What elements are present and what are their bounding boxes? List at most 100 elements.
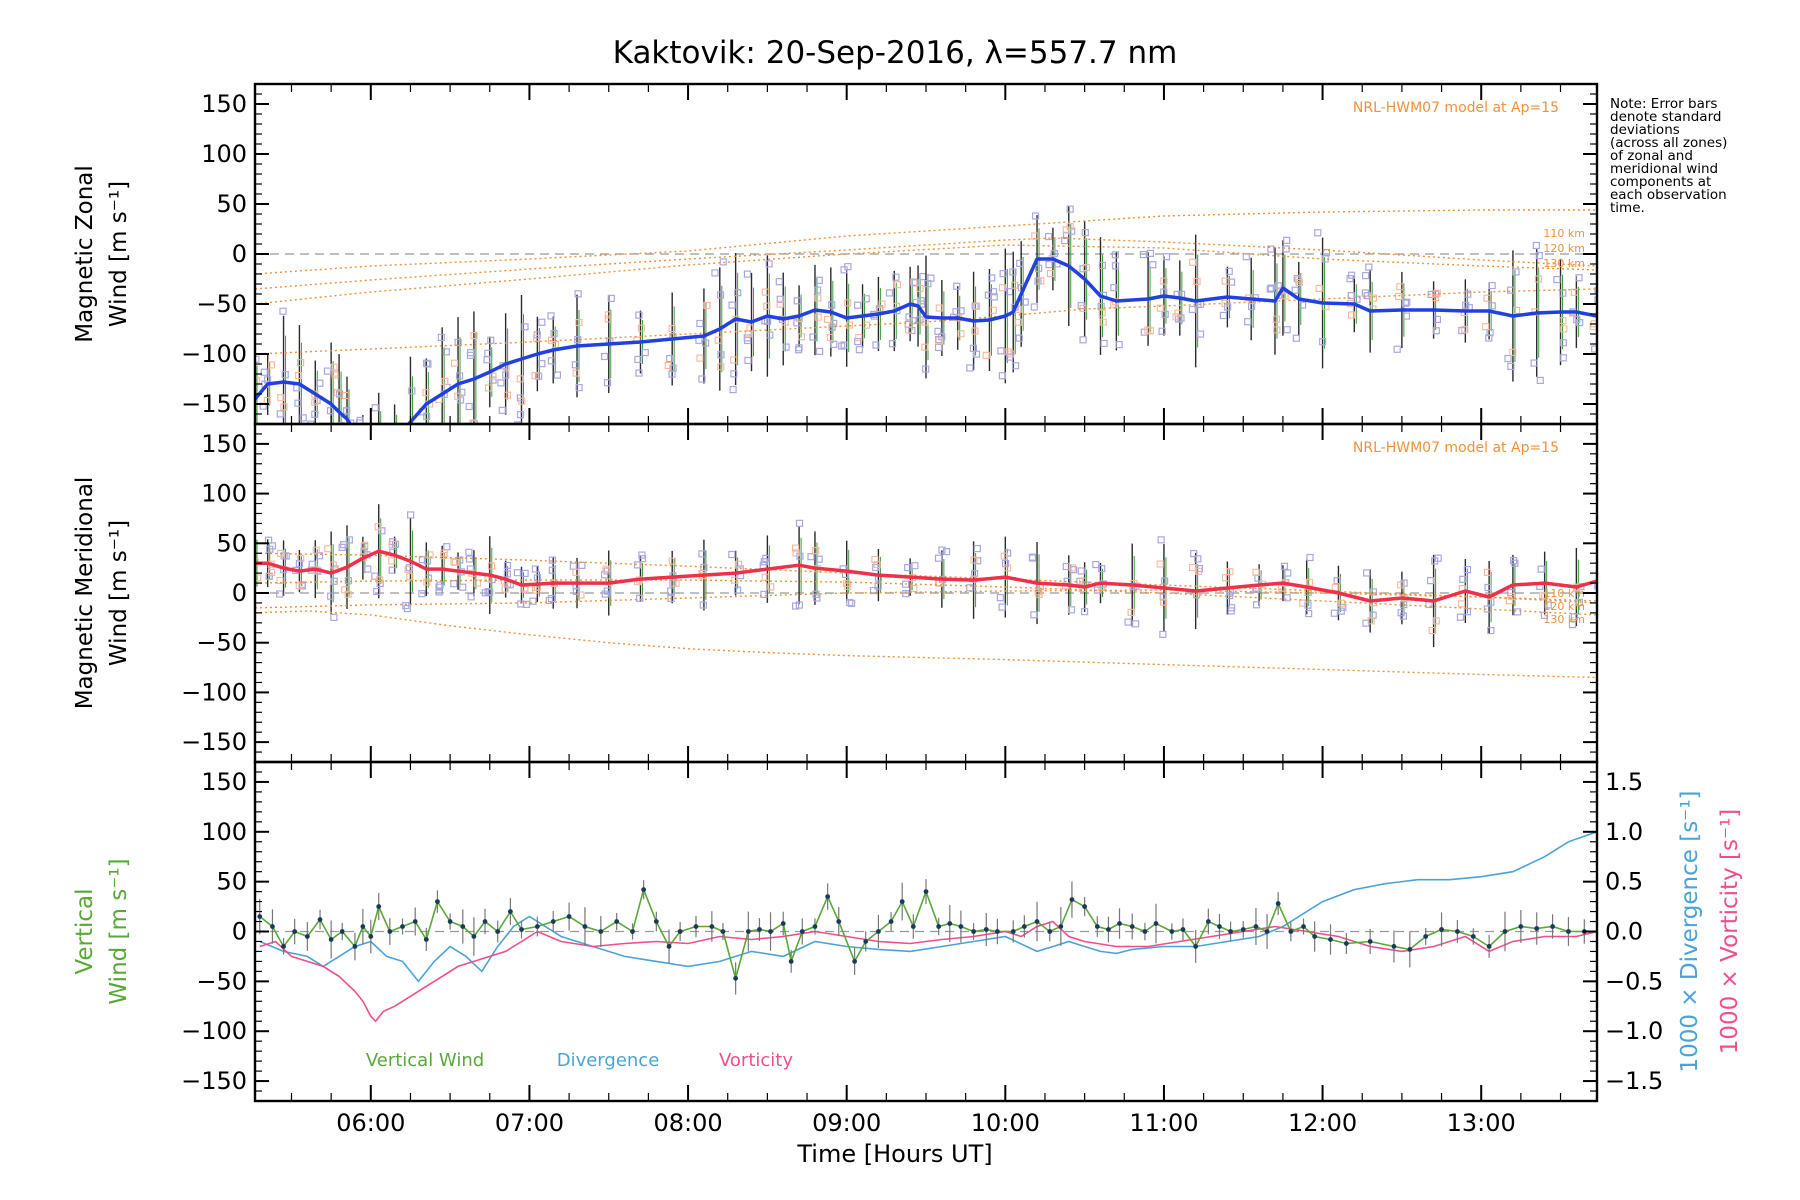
zone-marker <box>888 340 897 348</box>
zone-marker <box>307 420 315 424</box>
zone-marker <box>974 557 982 565</box>
zone-marker <box>1219 311 1228 320</box>
zone-marker <box>922 365 930 373</box>
zone-marker <box>1188 305 1197 314</box>
zone-marker <box>1594 582 1597 590</box>
zone-marker <box>1305 609 1313 618</box>
zone-marker <box>442 348 450 356</box>
zone-marker <box>371 572 379 580</box>
vertical-wind-point <box>1407 947 1413 952</box>
model-zone-marker <box>1098 309 1106 317</box>
zone-marker <box>1225 267 1233 275</box>
model-zone-marker <box>604 311 612 319</box>
zone-marker <box>1149 261 1157 269</box>
vertical-wind-point <box>1301 924 1306 929</box>
model-zone-marker <box>297 554 305 562</box>
zone-marker <box>734 289 742 297</box>
zone-marker <box>1487 626 1495 635</box>
model-zone-marker <box>373 426 379 432</box>
zone-marker <box>1576 318 1584 327</box>
vertical-wind-point <box>888 919 894 924</box>
y-tick-label: 0 <box>232 918 247 946</box>
vertical-wind-point <box>757 927 762 932</box>
zone-marker <box>1512 268 1520 276</box>
zone-marker <box>1097 302 1105 311</box>
zone-marker <box>467 593 475 601</box>
model-altitude-label: 110 km <box>1543 227 1585 240</box>
y-tick-label: −150 <box>181 728 247 756</box>
zone-marker <box>1159 593 1167 601</box>
zone-marker <box>406 452 412 458</box>
zone-marker <box>465 548 473 556</box>
x-tick-label: 13:00 <box>1447 1109 1516 1137</box>
vertical-wind-point <box>1217 924 1222 929</box>
model-zone-marker <box>331 371 339 379</box>
plot-area <box>255 205 1597 458</box>
model-zone-marker <box>855 334 863 342</box>
zone-marker <box>533 574 542 582</box>
vertical-wind-point <box>1328 937 1333 942</box>
zone-marker <box>1363 569 1371 577</box>
note-line: time. <box>1610 200 1645 216</box>
zone-marker <box>636 594 644 602</box>
note-line: components at <box>1610 174 1711 190</box>
zone-marker <box>1028 554 1037 562</box>
zone-marker <box>1292 334 1300 342</box>
vertical-wind-point <box>994 929 1000 934</box>
zone-marker <box>1575 274 1583 282</box>
model-zone-marker <box>844 582 852 590</box>
zone-marker <box>775 278 783 286</box>
zone-marker <box>465 555 474 563</box>
zone-marker <box>716 291 725 299</box>
model-zone-marker <box>1160 277 1168 285</box>
zone-marker <box>330 613 338 621</box>
model-zone-marker <box>1458 600 1466 608</box>
x-tick-label: 07:00 <box>495 1109 564 1137</box>
vertical-wind-point <box>257 914 263 919</box>
zone-marker <box>481 589 490 597</box>
model-zone-marker <box>703 301 711 309</box>
model-zone-marker <box>1397 581 1405 589</box>
model-zone-marker <box>1068 564 1076 572</box>
y2-tick-label: 0.5 <box>1605 868 1643 896</box>
vertical-wind-point <box>630 929 635 934</box>
zone-marker <box>744 356 752 365</box>
model-zone-marker <box>1221 574 1230 582</box>
zone-marker <box>854 337 862 346</box>
zone-marker <box>1146 249 1155 257</box>
model-zone-marker <box>572 568 580 576</box>
model-zone-marker <box>1338 599 1346 607</box>
zone-marker <box>454 338 462 347</box>
model-zone-marker <box>1315 284 1323 293</box>
zone-marker <box>1079 336 1087 344</box>
zone-marker <box>1267 284 1275 292</box>
vertical-wind-point <box>1034 919 1040 924</box>
y-tick-label: 150 <box>201 90 247 118</box>
zone-marker <box>1050 249 1058 258</box>
zone-marker <box>1510 556 1518 565</box>
zone-marker <box>1330 609 1338 617</box>
vertical-wind-point <box>1391 944 1397 949</box>
zone-marker <box>344 577 352 585</box>
vertical-wind-point <box>550 919 556 924</box>
zone-marker <box>1559 354 1567 362</box>
model-zone-marker <box>921 343 929 351</box>
zone-marker <box>295 559 304 568</box>
zone-marker <box>1081 608 1089 616</box>
zone-marker <box>728 301 736 309</box>
vertical-wind-point <box>435 899 440 904</box>
vertical-wind-point <box>495 929 501 934</box>
zone-marker <box>812 590 820 598</box>
zone-marker <box>809 333 817 341</box>
vertical-wind-point <box>836 919 842 924</box>
zone-marker <box>1124 618 1132 626</box>
model-zone-marker <box>1189 258 1197 266</box>
vertical-wind-point <box>1010 929 1016 934</box>
figure-title: Kaktovik: 20-Sep-2016, λ=557.7 nm <box>613 35 1178 71</box>
model-altitude-label: 130 km <box>1543 613 1585 626</box>
model-zone-marker <box>406 448 412 454</box>
model-zone-marker <box>1127 608 1135 616</box>
zone-marker <box>1194 555 1202 563</box>
zone-marker <box>815 276 823 284</box>
model-zone-marker <box>374 523 382 531</box>
